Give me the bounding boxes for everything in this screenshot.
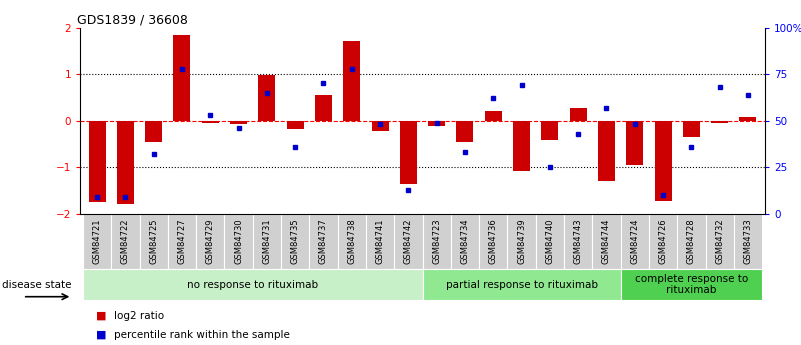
Bar bbox=[400, 121, 417, 184]
Bar bbox=[366, 214, 394, 269]
Text: GSM84722: GSM84722 bbox=[121, 218, 130, 264]
Text: GSM84726: GSM84726 bbox=[658, 218, 667, 264]
Text: disease state: disease state bbox=[2, 280, 72, 289]
Bar bbox=[83, 214, 111, 269]
Bar bbox=[654, 121, 671, 201]
Text: GSM84735: GSM84735 bbox=[291, 218, 300, 264]
Bar bbox=[224, 214, 253, 269]
Bar bbox=[734, 214, 762, 269]
Bar bbox=[592, 214, 621, 269]
Bar bbox=[287, 121, 304, 129]
Bar bbox=[145, 121, 162, 142]
Bar bbox=[457, 121, 473, 142]
Text: no response to rituximab: no response to rituximab bbox=[187, 280, 318, 289]
Bar bbox=[422, 269, 621, 300]
Bar bbox=[89, 121, 106, 202]
Bar bbox=[196, 214, 224, 269]
Bar bbox=[621, 214, 649, 269]
Text: ■: ■ bbox=[96, 330, 107, 339]
Text: GSM84724: GSM84724 bbox=[630, 218, 639, 264]
Bar bbox=[711, 121, 728, 123]
Bar bbox=[598, 121, 615, 181]
Bar bbox=[168, 214, 196, 269]
Bar bbox=[677, 214, 706, 269]
Text: GSM84737: GSM84737 bbox=[319, 218, 328, 264]
Text: GSM84742: GSM84742 bbox=[404, 218, 413, 264]
Bar bbox=[485, 110, 501, 121]
Bar bbox=[372, 121, 388, 131]
Text: GSM84721: GSM84721 bbox=[93, 218, 102, 264]
Text: log2 ratio: log2 ratio bbox=[114, 311, 164, 321]
Text: GSM84723: GSM84723 bbox=[433, 218, 441, 264]
Text: GSM84739: GSM84739 bbox=[517, 218, 526, 264]
Text: GSM84731: GSM84731 bbox=[263, 218, 272, 264]
Text: GSM84740: GSM84740 bbox=[545, 218, 554, 264]
Bar bbox=[83, 269, 422, 300]
Bar bbox=[513, 121, 530, 171]
Text: GSM84728: GSM84728 bbox=[687, 218, 696, 264]
Bar bbox=[621, 269, 762, 300]
Bar bbox=[507, 214, 536, 269]
Text: GSM84729: GSM84729 bbox=[206, 218, 215, 264]
Text: GSM84736: GSM84736 bbox=[489, 218, 497, 264]
Text: complete response to
rituximab: complete response to rituximab bbox=[634, 274, 748, 295]
Text: GSM84741: GSM84741 bbox=[376, 218, 384, 264]
Text: GSM84733: GSM84733 bbox=[743, 218, 752, 264]
Bar bbox=[117, 121, 134, 204]
Bar bbox=[230, 121, 247, 124]
Bar bbox=[706, 214, 734, 269]
Text: ■: ■ bbox=[96, 311, 107, 321]
Text: GSM84732: GSM84732 bbox=[715, 218, 724, 264]
Text: GSM84730: GSM84730 bbox=[234, 218, 243, 264]
Text: GSM84725: GSM84725 bbox=[149, 218, 158, 264]
Bar bbox=[626, 121, 643, 165]
Bar bbox=[174, 34, 191, 121]
Bar bbox=[202, 121, 219, 123]
Bar bbox=[259, 75, 276, 121]
Bar bbox=[649, 214, 677, 269]
Bar bbox=[139, 214, 168, 269]
Bar bbox=[541, 121, 558, 140]
Bar bbox=[570, 108, 586, 121]
Text: GSM84744: GSM84744 bbox=[602, 218, 611, 264]
Bar bbox=[281, 214, 309, 269]
Bar bbox=[429, 121, 445, 126]
Bar bbox=[683, 121, 700, 137]
Text: GSM84738: GSM84738 bbox=[348, 218, 356, 264]
Bar bbox=[564, 214, 592, 269]
Text: GSM84734: GSM84734 bbox=[461, 218, 469, 264]
Text: GDS1839 / 36608: GDS1839 / 36608 bbox=[77, 13, 187, 27]
Bar bbox=[309, 214, 338, 269]
Text: GSM84727: GSM84727 bbox=[178, 218, 187, 264]
Text: percentile rank within the sample: percentile rank within the sample bbox=[114, 330, 290, 339]
Bar bbox=[111, 214, 139, 269]
Bar bbox=[253, 214, 281, 269]
Bar bbox=[739, 117, 756, 121]
Bar bbox=[479, 214, 507, 269]
Bar bbox=[451, 214, 479, 269]
Bar bbox=[422, 214, 451, 269]
Bar bbox=[536, 214, 564, 269]
Text: partial response to rituximab: partial response to rituximab bbox=[445, 280, 598, 289]
Bar bbox=[344, 41, 360, 121]
Text: GSM84743: GSM84743 bbox=[574, 218, 582, 264]
Bar bbox=[394, 214, 422, 269]
Bar bbox=[315, 95, 332, 121]
Bar bbox=[338, 214, 366, 269]
